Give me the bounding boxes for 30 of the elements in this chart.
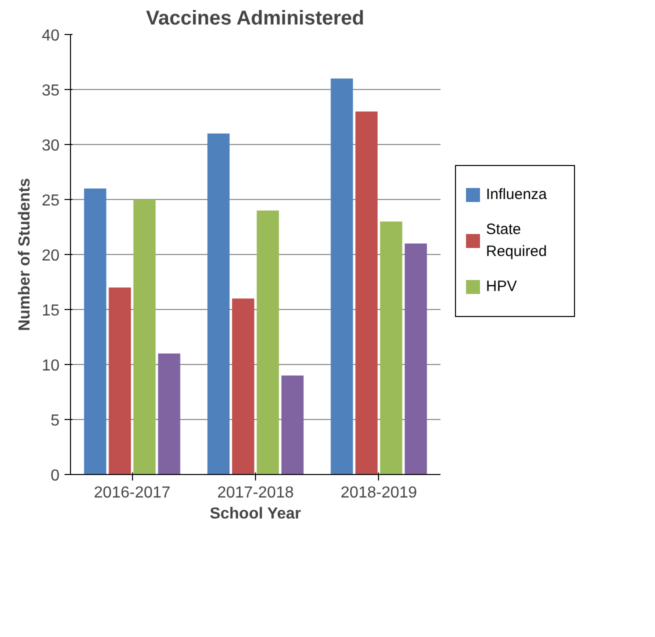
bar (330, 78, 353, 474)
legend-label: Influenza (486, 185, 547, 205)
y-tick-label: 5 (50, 412, 60, 430)
y-tick-label: 25 (42, 192, 60, 210)
legend-label: HPV (486, 277, 517, 298)
bar (404, 244, 427, 474)
y-tick-label: 40 (42, 28, 60, 44)
bar (158, 354, 180, 474)
bar (281, 376, 304, 474)
x-tick-label: 2016-2017 (94, 484, 171, 502)
y-tick-label: 20 (42, 248, 60, 264)
x-tick-label: 2017-2018 (217, 484, 294, 502)
chart-title: Vaccines Administered (146, 8, 364, 30)
bar (108, 288, 131, 474)
bar (84, 188, 106, 474)
bar (207, 134, 230, 474)
y-tick-label: 35 (42, 82, 60, 100)
y-tick-label: 15 (42, 302, 60, 320)
y-axis-title: Number of Students (16, 178, 34, 331)
bar (133, 200, 156, 474)
x-tick-label: 2018-2019 (340, 484, 418, 502)
x-axis-title: School Year (210, 506, 302, 522)
bar (380, 222, 402, 474)
y-tick-label: 0 (50, 468, 60, 484)
bar (256, 210, 279, 474)
bar (232, 298, 254, 474)
bar (355, 112, 378, 474)
legend-label: State Required (486, 220, 548, 262)
y-tick-label: 10 (42, 358, 60, 374)
y-tick-label: 30 (42, 138, 60, 154)
